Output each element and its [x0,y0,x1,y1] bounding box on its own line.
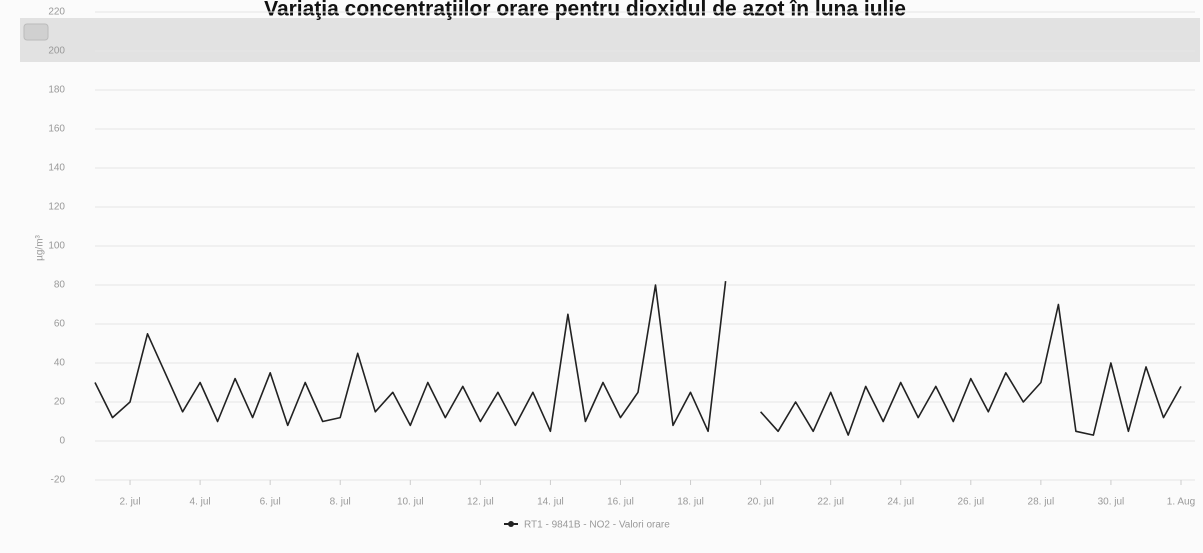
x-tick-label: 12. jul [467,497,494,508]
y-tick-label: -20 [51,475,66,486]
chart-title: Variaţia concentraţiilor orare pentru di… [264,0,906,21]
legend-marker [508,521,514,527]
x-tick-label: 4. jul [190,497,211,508]
x-tick-label: 30. jul [1098,497,1125,508]
y-axis-label: µg/m³ [35,234,46,260]
y-tick-label: 160 [48,124,65,135]
y-tick-label: 40 [54,358,66,369]
x-tick-label: 8. jul [330,497,351,508]
y-tick-label: 200 [48,46,65,57]
x-tick-label: 14. jul [537,497,564,508]
x-tick-label: 1. Aug [1167,497,1195,508]
y-tick-label: 220 [48,7,65,18]
legend-label: RT1 - 9841B - NO2 - Valori orare [524,520,670,531]
x-tick-label: 22. jul [817,497,844,508]
x-tick-label: 26. jul [957,497,984,508]
x-tick-label: 28. jul [1028,497,1055,508]
y-tick-label: 100 [48,241,65,252]
y-tick-label: 180 [48,85,65,96]
x-tick-label: 20. jul [747,497,774,508]
menu-button[interactable] [23,23,49,41]
top-band [20,18,1200,62]
y-tick-label: 140 [48,163,65,174]
x-tick-label: 6. jul [260,497,281,508]
data-line [94,281,1182,436]
x-tick-label: 18. jul [677,497,704,508]
x-tick-label: 2. jul [119,497,140,508]
y-tick-label: 20 [54,397,66,408]
y-tick-label: 120 [48,202,65,213]
x-tick-label: 16. jul [607,497,634,508]
x-tick-label: 24. jul [887,497,914,508]
legend: RT1 - 9841B - NO2 - Valori orare [504,520,670,531]
y-tick-label: 80 [54,280,66,291]
x-tick-label: 10. jul [397,497,424,508]
y-tick-label: 60 [54,319,66,330]
y-tick-label: 0 [59,436,65,447]
